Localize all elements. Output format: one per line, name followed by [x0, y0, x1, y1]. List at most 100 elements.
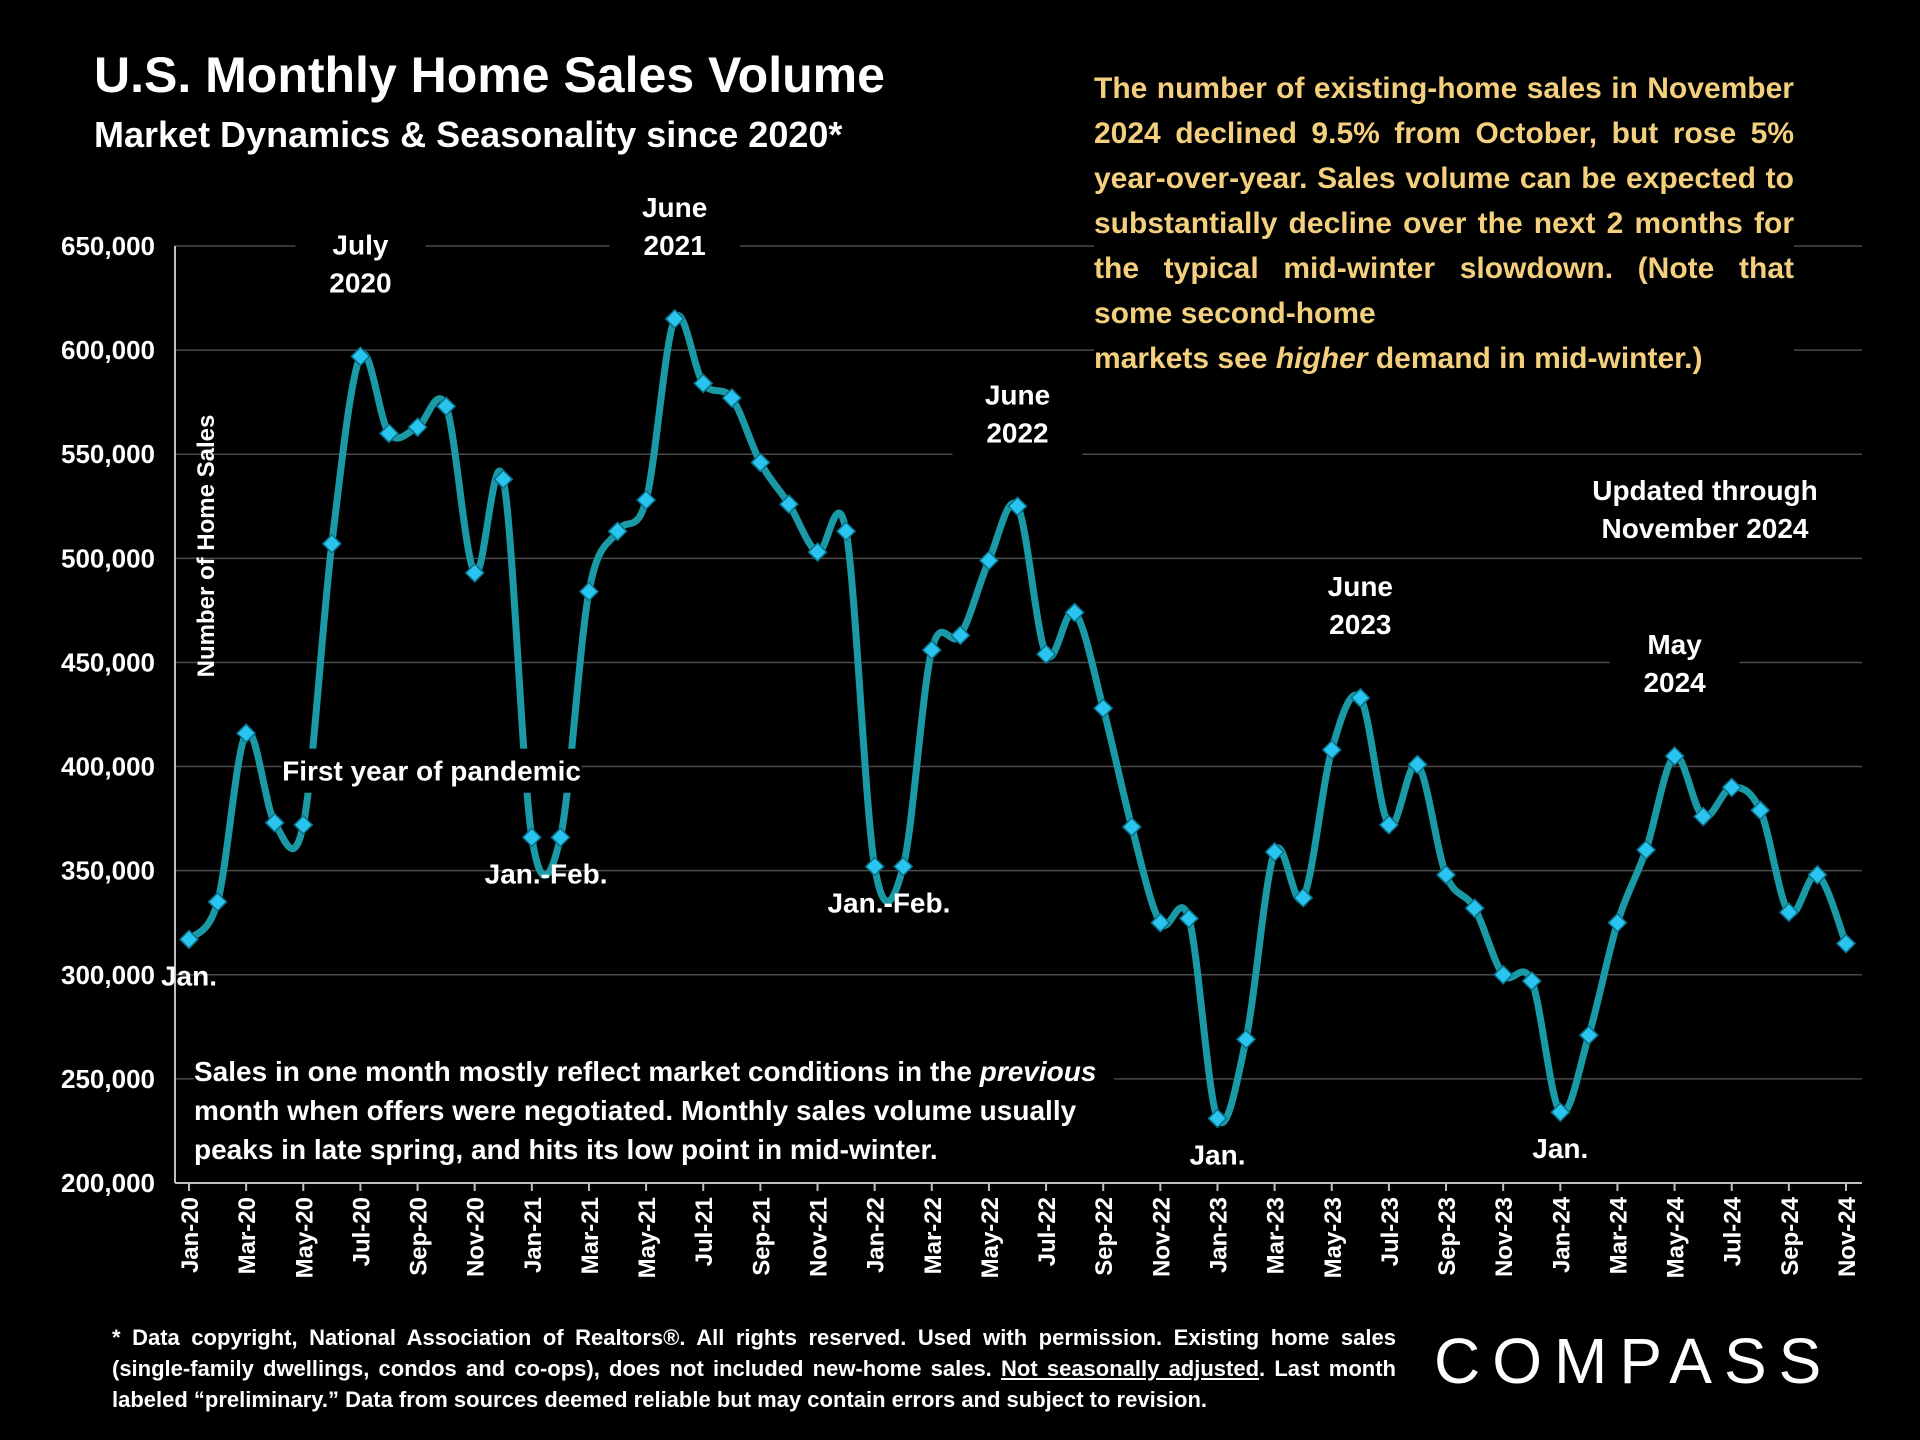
x-tick-label: Jan-21 [520, 1197, 547, 1273]
annotation-background [1609, 630, 1740, 715]
data-point-marker [1807, 864, 1828, 885]
data-point-marker [1350, 687, 1371, 708]
data-point-marker [521, 827, 542, 848]
data-point-marker [864, 856, 885, 877]
bottom-note-part2: month when offers were negotiated. Month… [194, 1095, 1077, 1165]
y-tick-label: 350,000 [61, 856, 155, 886]
chart-annotations: Jan. First year of pandemic July 2020 June 20… [161, 192, 1740, 1170]
data-point-marker [607, 521, 628, 542]
chart-subtitle: Market Dynamics & Seasonality since 2020… [94, 114, 843, 155]
annotation-label: Jan.-Feb. [827, 888, 950, 919]
x-tick-label: May-24 [1663, 1196, 1690, 1278]
y-tick-label: 450,000 [61, 647, 155, 677]
annotation-label: June [642, 192, 707, 223]
annotation-label: First year of pandemic [282, 756, 581, 787]
annotation-label: Jan.-Feb. [485, 858, 608, 889]
data-point-marker [1007, 496, 1028, 517]
x-tick-label: Sep-21 [748, 1197, 775, 1276]
annotation-background [295, 230, 426, 315]
updated-through-note: Updated through November 2024 [1540, 472, 1870, 548]
commentary-text: The number of existing-home sales in Nov… [1094, 66, 1794, 381]
annotation-background [952, 380, 1083, 465]
annotation-label: 2023 [1329, 609, 1391, 640]
data-point-marker [1264, 841, 1285, 862]
data-point-marker [1150, 912, 1171, 933]
y-tick-label: 400,000 [61, 752, 155, 782]
commentary-part2: markets see [1094, 342, 1276, 375]
data-point-marker [321, 533, 342, 554]
data-point-marker [978, 550, 999, 571]
data-point-marker [921, 639, 942, 661]
y-tick-label: 200,000 [61, 1168, 155, 1198]
data-point-marker [893, 856, 914, 877]
annotation-label: Jan. [161, 960, 217, 991]
data-point-marker [664, 308, 685, 329]
data-point-marker [1378, 814, 1399, 835]
annotation-label: Jan. [1532, 1133, 1588, 1164]
data-point-marker [1693, 806, 1714, 827]
data-point-marker [436, 396, 457, 417]
annotation-label: 2022 [986, 417, 1048, 448]
annotation-label: June [1328, 571, 1393, 602]
data-point-marker [207, 891, 228, 912]
data-point-marker [1407, 754, 1428, 775]
data-point-marker [721, 387, 742, 409]
x-tick-label: Nov-20 [463, 1197, 490, 1277]
y-tick-labels: 200,000 250,000 300,000 350,000 400,000 450,0… [61, 231, 155, 1198]
commentary-lastline: markets see higher demand in mid-winter.… [1094, 336, 1794, 381]
annotation-background [1295, 571, 1426, 656]
annotation-label: 2021 [644, 230, 706, 261]
x-tick-label: Jan-23 [1205, 1197, 1232, 1273]
y-tick-label: 250,000 [61, 1064, 155, 1094]
data-point-marker [1036, 644, 1057, 665]
x-tick-label: Mar-20 [234, 1197, 261, 1274]
data-point-marker [1521, 970, 1542, 992]
data-point-marker [1750, 800, 1771, 821]
commentary-emphasis: higher [1275, 342, 1368, 375]
x-tick-label: Jul-24 [1720, 1196, 1747, 1266]
x-tick-label: Sep-24 [1777, 1196, 1804, 1275]
data-point-marker [236, 723, 257, 744]
commentary-part1: The number of existing-home sales in Nov… [1094, 72, 1794, 330]
compass-logo: COMPASS [1434, 1325, 1834, 1397]
footnote: * Data copyright, National Association o… [112, 1322, 1396, 1415]
data-point-marker [1778, 902, 1799, 923]
series-line [185, 312, 1850, 1127]
x-tick-label: Mar-21 [577, 1197, 604, 1274]
data-point-marker [1664, 746, 1685, 767]
data-point-marker [1293, 887, 1314, 908]
footnote-part2: . Last month labeled “preliminary.” Data… [112, 1356, 1396, 1412]
data-point-marker [1835, 933, 1857, 954]
bottom-note: Sales in one month mostly reflect market… [194, 1052, 1114, 1169]
annotation-background [609, 192, 740, 277]
bottom-note-part1: Sales in one month mostly reflect market… [194, 1056, 980, 1087]
x-tick-label: May-20 [291, 1197, 318, 1278]
y-tick-label: 300,000 [61, 960, 155, 990]
x-tick-label: May-21 [634, 1197, 661, 1278]
x-tick-label: Mar-24 [1605, 1196, 1632, 1274]
annotation-label: July [332, 229, 388, 260]
data-point-marker [636, 489, 657, 511]
data-point-marker [950, 625, 971, 646]
data-point-marker [1093, 698, 1114, 719]
data-point-marker [1721, 777, 1742, 798]
x-tick-label: Sep-23 [1434, 1197, 1461, 1276]
data-point-marker [807, 542, 828, 563]
updated-line2: November 2024 [1601, 513, 1809, 544]
data-point-marker [836, 521, 857, 542]
x-tick-label: Jan-20 [177, 1197, 204, 1273]
data-point-marker [178, 929, 200, 950]
x-tick-label: Jul-23 [1377, 1197, 1404, 1266]
x-tick-label: Sep-22 [1091, 1197, 1118, 1276]
data-point-marker [1207, 1108, 1228, 1129]
data-point-marker [293, 814, 314, 835]
axes [174, 246, 1862, 1191]
x-tick-label: Jul-22 [1034, 1197, 1061, 1266]
commentary-part3: demand in mid-winter.) [1367, 342, 1703, 375]
data-point-marker [1635, 839, 1657, 860]
data-point-marker [778, 494, 800, 515]
data-point-marker [1235, 1029, 1257, 1050]
x-tick-label: May-22 [977, 1197, 1004, 1278]
data-point-marker [750, 452, 771, 473]
